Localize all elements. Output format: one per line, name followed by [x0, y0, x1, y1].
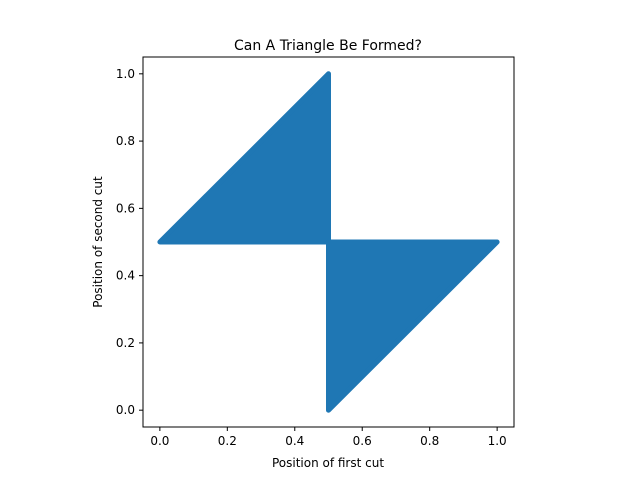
x-axis: 0.0 0.2 0.4 0.6 0.8 1.0 — [150, 427, 507, 448]
x-tick-label: 0.4 — [285, 434, 304, 448]
x-tick-label: 0.2 — [218, 434, 237, 448]
y-axis-label: Position of second cut — [91, 176, 105, 308]
x-axis-label: Position of first cut — [272, 456, 384, 470]
y-tick-label: 0.4 — [116, 269, 135, 283]
y-tick-label: 0.8 — [116, 134, 135, 148]
x-tick-label: 0.6 — [353, 434, 372, 448]
plot-frame — [142, 56, 515, 428]
y-tick-label: 0.2 — [116, 336, 135, 350]
y-tick-label: 0.6 — [116, 201, 135, 215]
scatter-region-2 — [326, 239, 500, 413]
y-tick-label: 0.0 — [116, 403, 135, 417]
x-tick-label: 0.0 — [150, 434, 169, 448]
chart-title: Can A Triangle Be Formed? — [234, 38, 422, 54]
scatter-regions — [157, 71, 500, 413]
y-tick-label: 1.0 — [116, 67, 135, 81]
y-axis: 0.0 0.2 0.4 0.6 0.8 1.0 — [116, 67, 143, 417]
scatter-region-1 — [157, 71, 331, 245]
x-tick-label: 1.0 — [488, 434, 507, 448]
x-tick-label: 0.8 — [420, 434, 439, 448]
